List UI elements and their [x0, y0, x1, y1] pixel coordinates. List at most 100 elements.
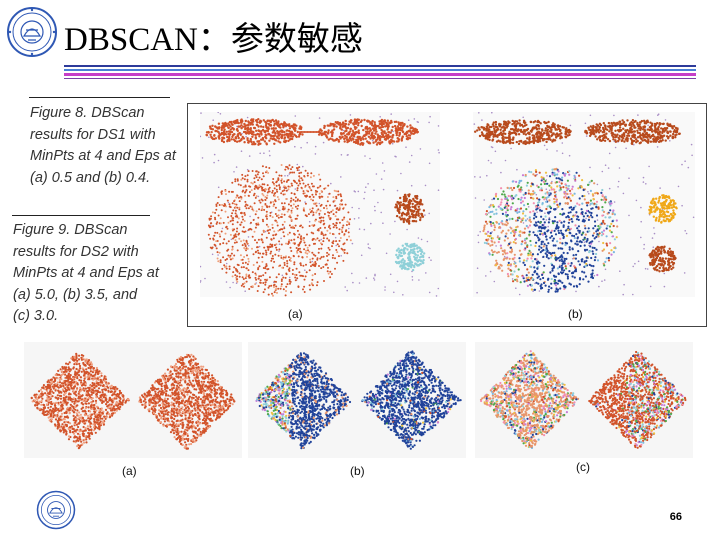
- scatter-point: [288, 224, 291, 227]
- scatter-point: [293, 193, 296, 196]
- scatter-point: [312, 237, 315, 240]
- scatter-point: [298, 127, 301, 130]
- scatter-point: [252, 219, 255, 221]
- scatter-point: [548, 285, 551, 288]
- scatter-point: [490, 125, 493, 129]
- scatter-point: [629, 126, 632, 130]
- scatter-point: [241, 230, 244, 233]
- scatter-point: [612, 209, 615, 212]
- scatter-point: [256, 241, 258, 244]
- scatter-point: [244, 185, 247, 188]
- scatter-point: [532, 190, 535, 193]
- scatter-point: [661, 204, 664, 207]
- scatter-point: [523, 248, 526, 251]
- scatter-point: [671, 126, 674, 129]
- scatter-point: [231, 245, 234, 248]
- scatter-point: [657, 114, 659, 116]
- scatter-point: [320, 267, 323, 270]
- scatter-point: [326, 229, 329, 232]
- scatter-point: [597, 235, 600, 238]
- scatter-point: [333, 189, 336, 192]
- scatter-point: [506, 209, 509, 212]
- scatter-point: [482, 128, 486, 131]
- scatter-point: [256, 249, 259, 252]
- scatter-point: [256, 133, 259, 136]
- scatter-point: [674, 206, 678, 209]
- scatter-point: [236, 125, 238, 128]
- scatter-point: [200, 135, 202, 138]
- scatter-point: [219, 261, 222, 264]
- scatter-point: [518, 216, 521, 220]
- scatter-point: [529, 120, 532, 124]
- scatter-point: [388, 135, 391, 138]
- scatter-point: [225, 265, 228, 268]
- scatter-point: [602, 262, 605, 265]
- scatter-point: [265, 166, 268, 169]
- scatter-point: [322, 266, 325, 268]
- scatter-point: [585, 209, 588, 212]
- scatter-point: [347, 231, 350, 234]
- scatter-point: [581, 179, 584, 182]
- scatter-point: [603, 222, 606, 225]
- scatter-point: [222, 256, 225, 259]
- scatter-point: [518, 293, 521, 296]
- scatter-point: [209, 222, 212, 225]
- scatter-point: [528, 138, 531, 141]
- scatter-point: [522, 275, 525, 278]
- scatter-point: [479, 230, 481, 233]
- scatter-point: [259, 279, 262, 282]
- scatter-point: [622, 127, 625, 130]
- scatter-point: [262, 274, 265, 277]
- scatter-point: [348, 120, 351, 123]
- scatter-point: [610, 249, 613, 252]
- scatter-point: [251, 143, 254, 146]
- scatter-point: [566, 134, 569, 137]
- scatter-point: [662, 219, 665, 222]
- scatter-point: [293, 273, 296, 276]
- scatter-point: [535, 224, 538, 227]
- scatter-point: [235, 203, 238, 206]
- scatter-point: [613, 201, 616, 203]
- scatter-point: [402, 250, 405, 253]
- scatter-point: [391, 135, 394, 138]
- scatter-point: [288, 231, 291, 234]
- scatter-point: [414, 129, 418, 133]
- scatter-point: [287, 241, 290, 244]
- scatter-point: [231, 275, 234, 278]
- scatter-point: [526, 137, 529, 140]
- scatter-point: [243, 247, 246, 249]
- scatter-point: [380, 135, 384, 139]
- scatter-point: [337, 193, 340, 196]
- scatter-point: [288, 239, 291, 242]
- scatter-point: [291, 135, 294, 138]
- scatter-point: [322, 237, 325, 240]
- scatter-point: [283, 227, 286, 230]
- scatter-point: [491, 210, 494, 213]
- scatter-point: [523, 280, 526, 283]
- scatter-point: [236, 206, 239, 209]
- scatter-point: [265, 279, 268, 282]
- scatter-point: [653, 200, 656, 204]
- scatter-point: [639, 136, 642, 140]
- scatter-point: [428, 256, 430, 259]
- scatter-point: [346, 252, 349, 255]
- scatter-point: [496, 236, 499, 239]
- scatter-point: [521, 240, 524, 243]
- scatter-point: [411, 129, 414, 133]
- scatter-point: [329, 218, 332, 221]
- scatter-point: [566, 129, 570, 132]
- scatter-point: [263, 183, 266, 186]
- scatter-point: [649, 263, 652, 266]
- scatter-point: [681, 204, 683, 207]
- scatter-point: [348, 221, 351, 224]
- scatter-point: [489, 210, 492, 214]
- scatter-point: [342, 243, 345, 246]
- scatter-point: [536, 197, 539, 200]
- scatter-point: [534, 244, 537, 248]
- scatter-point: [293, 233, 296, 236]
- scatter-point: [338, 221, 341, 224]
- scatter-point: [543, 227, 546, 230]
- scatter-point: [405, 135, 408, 138]
- scatter-point: [398, 204, 402, 207]
- scatter-point: [506, 122, 510, 126]
